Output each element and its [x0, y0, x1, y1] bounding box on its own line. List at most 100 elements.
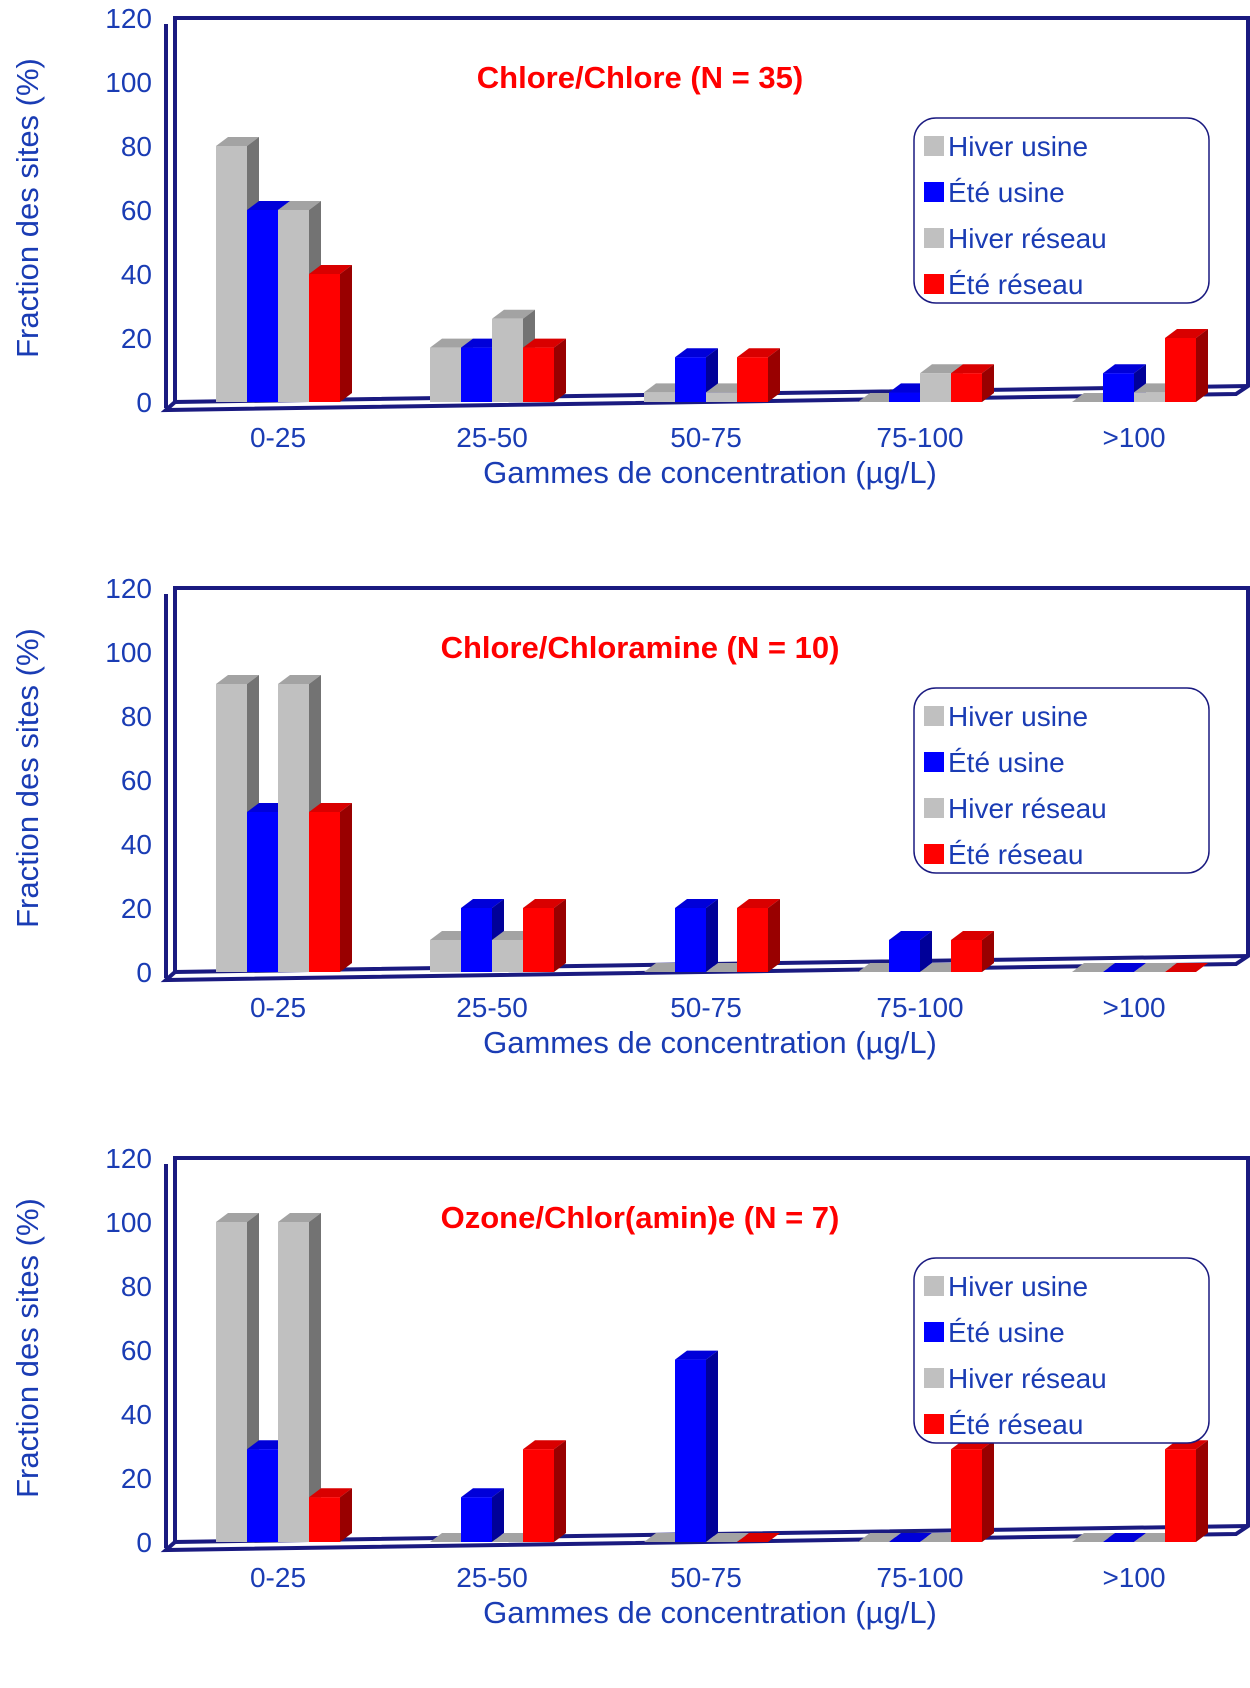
bar — [858, 1533, 901, 1542]
bar-top — [278, 675, 321, 684]
bar — [1165, 1440, 1208, 1542]
bar — [309, 803, 352, 972]
bar — [523, 899, 566, 972]
bar — [523, 338, 566, 402]
legend-swatch — [924, 752, 944, 772]
bar-top — [675, 899, 718, 908]
bar-front — [461, 347, 492, 402]
bar-top — [1165, 329, 1208, 338]
legend-swatch — [924, 228, 944, 248]
bar-front — [430, 940, 461, 972]
bar-side — [982, 1440, 994, 1542]
legend-box — [913, 687, 1210, 874]
bar-front — [889, 392, 920, 402]
legend: Hiver usine Été usine Hiver réseau Été rése… — [913, 1257, 1210, 1444]
bar-top — [1165, 963, 1208, 972]
legend-label: Été usine — [948, 177, 1065, 208]
x-tick-label: 25-50 — [456, 422, 528, 453]
y-tick-label: 60 — [121, 1335, 152, 1366]
bar-top — [737, 1533, 780, 1542]
bar-top — [430, 338, 473, 348]
y-tick-label: 80 — [121, 131, 152, 162]
legend-label: Été réseau — [948, 839, 1083, 870]
bar — [278, 1213, 321, 1542]
bar-front — [216, 684, 247, 972]
chart-panel: 0 20 40 60 80 100 120 Fraction des sites (%) 0-2… — [10, 573, 1250, 1060]
bar — [706, 1533, 749, 1542]
y-tick-label: 0 — [136, 387, 152, 418]
bar-side — [982, 931, 994, 972]
bar-front — [1165, 1449, 1196, 1542]
bar-side — [920, 931, 932, 972]
bar — [1165, 963, 1208, 972]
legend-swatch — [924, 706, 944, 726]
y-tick-label: 20 — [121, 893, 152, 924]
bar-side — [982, 364, 994, 402]
bar — [461, 1488, 504, 1542]
bar-front — [951, 373, 982, 402]
bar-front — [247, 1449, 278, 1542]
y-tick-label: 120 — [105, 1143, 152, 1174]
bar-side — [554, 899, 566, 972]
x-axis-label: Gammes de concentration (µg/L) — [483, 455, 937, 490]
bar-top — [858, 1533, 901, 1542]
legend-label: Hiver usine — [948, 701, 1088, 732]
x-tick-label: 75-100 — [876, 422, 963, 453]
bar-top — [1103, 963, 1146, 972]
bar — [737, 1533, 780, 1542]
bar — [1072, 963, 1115, 972]
bar-front — [278, 1222, 309, 1542]
bar-top — [889, 931, 932, 940]
y-tick-label: 0 — [136, 1527, 152, 1558]
bar-top — [523, 338, 566, 348]
chart-title: Chlore/Chlore (N = 35) — [477, 60, 803, 95]
legend: Hiver usine Été usine Hiver réseau Été rése… — [913, 687, 1210, 874]
y-tick-label: 100 — [105, 637, 152, 668]
bar-front — [247, 210, 278, 402]
legend-label: Hiver usine — [948, 131, 1088, 162]
y-tick-label: 120 — [105, 573, 152, 604]
x-tick-label: 50-75 — [670, 1562, 742, 1593]
y-tick-label: 100 — [105, 67, 152, 98]
legend-box — [913, 1257, 1210, 1444]
bar-top — [675, 1350, 718, 1360]
bar-side — [706, 899, 718, 972]
bar-side — [768, 899, 780, 972]
bar-front — [1103, 373, 1134, 402]
chart-title: Ozone/Chlor(amin)e (N = 7) — [441, 1200, 840, 1235]
x-axis-label: Gammes de concentration (µg/L) — [483, 1025, 937, 1060]
bar-top — [675, 348, 718, 358]
x-tick-label: 0-25 — [250, 422, 306, 453]
bar-top — [951, 931, 994, 940]
bar-top — [523, 1440, 566, 1450]
x-tick-label: 0-25 — [250, 1562, 306, 1593]
y-axis-label: Fraction des sites (%) — [10, 628, 45, 928]
bar-front — [951, 940, 982, 972]
legend: Hiver usine Été usine Hiver réseau Été rése… — [913, 117, 1210, 304]
bar-side — [768, 348, 780, 402]
bar-top — [1072, 1533, 1115, 1542]
bar-top — [461, 899, 504, 908]
bar-front — [675, 1359, 706, 1542]
bar-front — [278, 210, 309, 402]
y-tick-label: 120 — [105, 3, 152, 34]
bar-front — [737, 357, 768, 402]
bar-top — [278, 201, 321, 210]
bar — [1103, 1533, 1146, 1542]
x-tick-label: 75-100 — [876, 992, 963, 1023]
bar — [1134, 963, 1177, 972]
bar-front — [216, 146, 247, 402]
bar — [951, 931, 994, 972]
bar-front — [889, 940, 920, 972]
bar-top — [1103, 364, 1146, 374]
y-tick-label: 40 — [121, 259, 152, 290]
y-tick-label: 60 — [121, 195, 152, 226]
bar-front — [309, 1497, 340, 1542]
bar-top — [706, 1533, 749, 1542]
bar-side — [492, 1488, 504, 1542]
y-tick-label: 0 — [136, 957, 152, 988]
bar-front — [675, 908, 706, 972]
legend-label: Été usine — [948, 1317, 1065, 1348]
legend-label: Été réseau — [948, 1409, 1083, 1440]
bar-front — [278, 684, 309, 972]
